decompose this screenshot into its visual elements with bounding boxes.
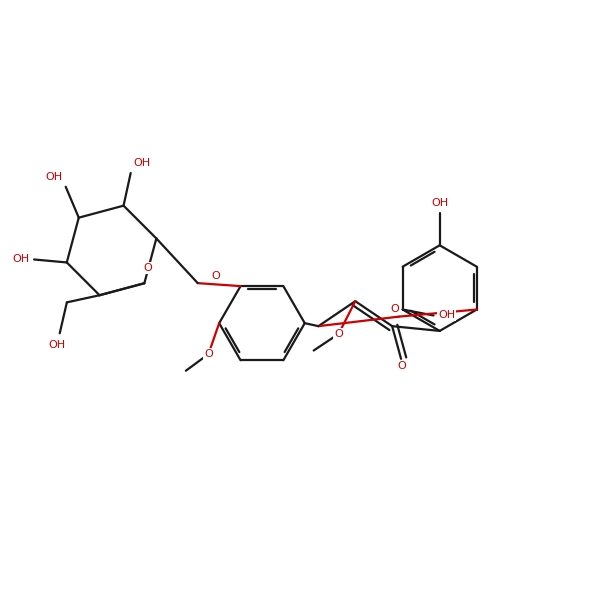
Text: O: O xyxy=(212,271,221,281)
Text: O: O xyxy=(398,361,407,371)
Text: O: O xyxy=(334,329,343,339)
Text: OH: OH xyxy=(431,198,448,208)
Text: OH: OH xyxy=(438,310,455,320)
Text: OH: OH xyxy=(134,158,151,168)
Text: OH: OH xyxy=(12,254,29,265)
Text: O: O xyxy=(390,304,399,314)
Text: OH: OH xyxy=(46,172,63,182)
Text: O: O xyxy=(204,349,213,359)
Text: OH: OH xyxy=(48,340,65,350)
Text: O: O xyxy=(143,263,152,273)
